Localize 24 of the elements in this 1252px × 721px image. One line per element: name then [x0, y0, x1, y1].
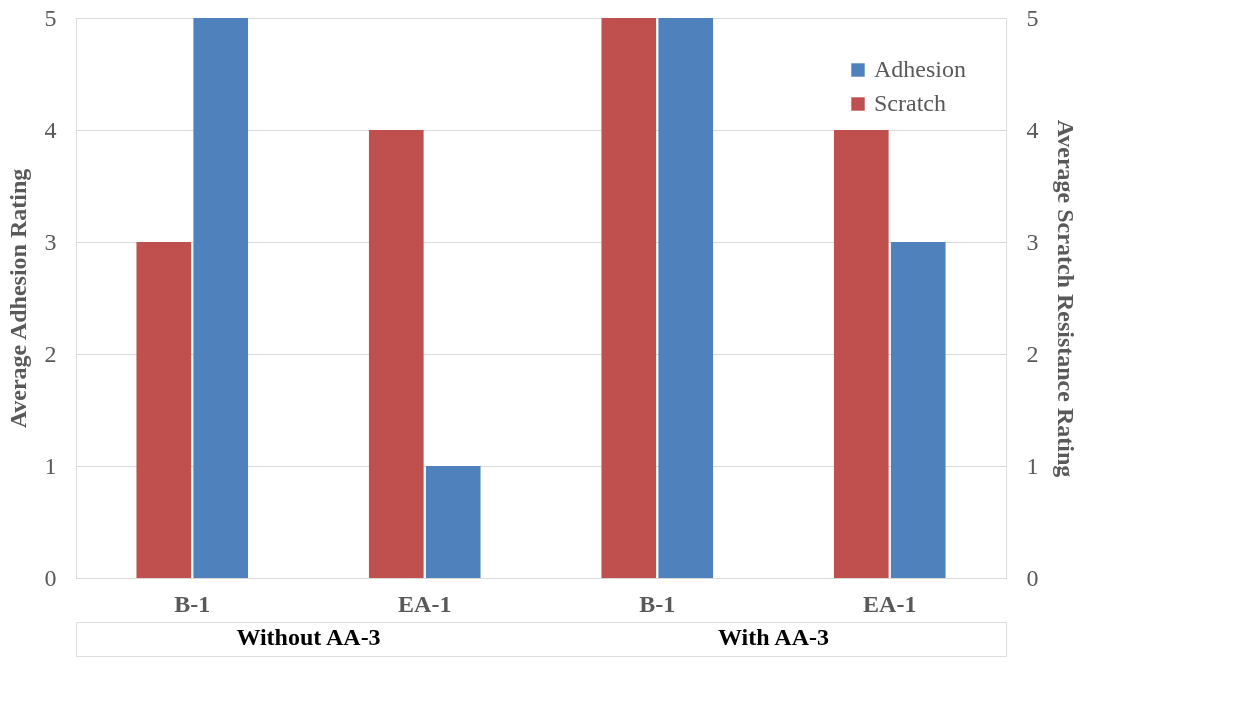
x-tick-label: EA-1	[863, 590, 917, 617]
y-tick-label: 0	[44, 564, 57, 591]
legend-label: Adhesion	[874, 56, 966, 82]
x-tick-label: B-1	[639, 590, 676, 617]
y2-tick-label: 4	[1026, 116, 1039, 143]
legend-label: Scratch	[874, 90, 946, 116]
y-tick-label: 2	[44, 340, 57, 367]
x-tick-label: B-1	[174, 590, 211, 617]
y2-tick-label: 3	[1026, 228, 1039, 255]
bar	[425, 466, 481, 578]
y-tick-label: 4	[44, 116, 57, 143]
x-tick-label: EA-1	[398, 590, 452, 617]
y2-axis-title: Average Scratch Resistance Rating	[1052, 119, 1079, 478]
text: With AA-3	[718, 624, 829, 650]
bar	[368, 130, 424, 578]
y2-tick-label: 2	[1026, 340, 1039, 367]
y-axis-title: Average Adhesion Rating	[4, 168, 31, 429]
y-tick-label: 3	[44, 228, 57, 255]
y-tick-label: 1	[44, 452, 57, 479]
y-tick-label: 5	[44, 4, 57, 31]
y2-tick-label: 5	[1026, 4, 1039, 31]
y2-tick-label: 1	[1026, 452, 1039, 479]
text: Without AA-3	[236, 624, 381, 650]
y2-tick-label: 0	[1026, 564, 1039, 591]
